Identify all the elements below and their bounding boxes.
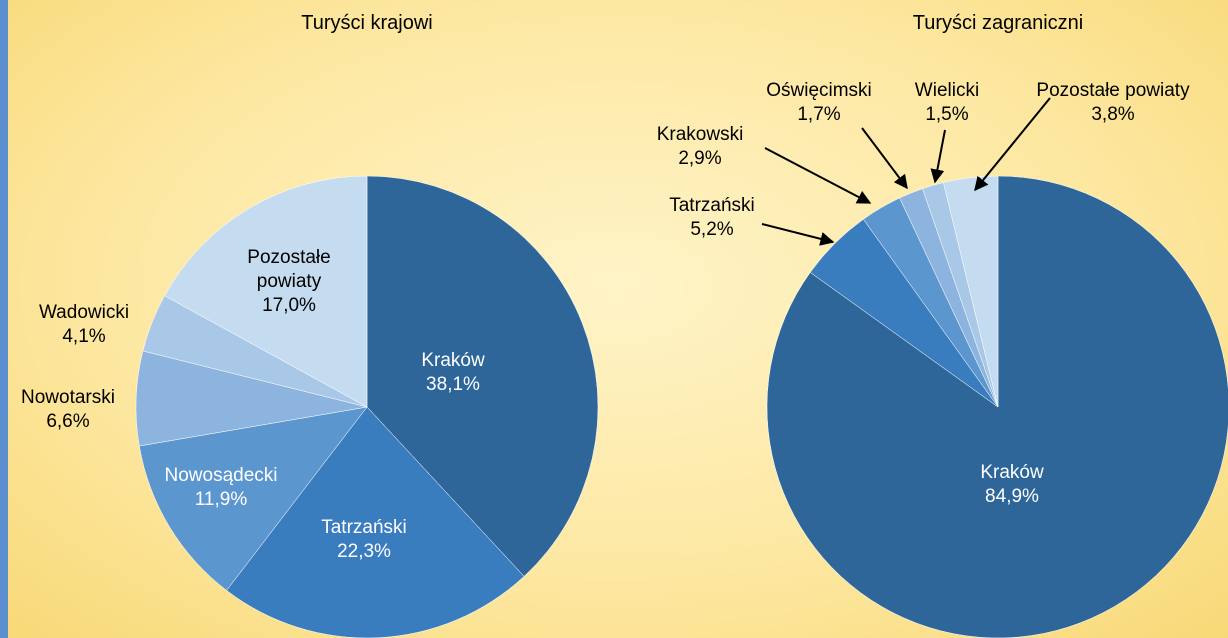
category-label: Wielicki — [914, 80, 980, 101]
category-label: Wadowicki — [38, 302, 130, 323]
leader-arrow — [930, 129, 946, 184]
chart-title: Turyści zagraniczni — [912, 12, 1084, 34]
value-label: 84,9% — [985, 486, 1039, 507]
slice-label: Pozostałe powiaty 3,8% — [1036, 79, 1189, 127]
value-label: 17,0% — [262, 295, 316, 316]
value-label: 6,6% — [46, 411, 90, 432]
category-label: Kraków — [980, 462, 1044, 483]
value-label: 2,9% — [678, 148, 722, 169]
slice-label: Wadowicki 4,1% — [39, 301, 129, 349]
value-label: 5,2% — [690, 219, 734, 240]
slice-label: Nowosądecki 11,9% — [165, 464, 278, 512]
slice-label: Wielicki 1,5% — [915, 79, 979, 127]
slice-label: Nowotarski 6,6% — [21, 386, 115, 434]
value-label: 4,1% — [62, 326, 106, 347]
pie-slice — [164, 175, 368, 408]
slice-label: Kraków 84,9% — [980, 461, 1043, 509]
slice-label: Oświęcimski 1,7% — [766, 79, 872, 127]
value-label: 22,3% — [337, 541, 391, 562]
value-label: 11,9% — [194, 489, 248, 510]
slice-label: Tatrzański 22,3% — [321, 516, 407, 564]
pie-slice — [139, 406, 368, 591]
category-label: Krakowski — [656, 124, 744, 145]
category-label: Kraków — [421, 350, 485, 371]
pie-slice — [766, 175, 1228, 638]
category-label: Oświęcimski — [766, 80, 872, 101]
value-label: 1,7% — [797, 104, 841, 125]
category-label: Pozostałe powiaty — [1036, 80, 1190, 101]
category-label: Pozostałe powiaty — [247, 247, 331, 292]
category-label: Nowotarski — [21, 387, 115, 408]
side-strip — [0, 0, 8, 638]
value-label: 1,5% — [925, 104, 969, 125]
value-label: 38,1% — [426, 374, 480, 395]
category-label: Tatrzański — [669, 195, 755, 216]
leader-arrow — [974, 97, 1051, 192]
value-label: 3,8% — [1091, 104, 1135, 125]
category-label: Nowosądecki — [164, 465, 278, 486]
slice-label: Pozostałe powiaty 17,0% — [234, 246, 344, 318]
slice-label: Krakowski 2,9% — [657, 123, 744, 171]
chart-title: Turyści krajowi — [301, 12, 433, 34]
leader-arrow — [764, 147, 872, 204]
leader-arrow — [761, 223, 835, 246]
slice-label: Kraków 38,1% — [421, 349, 484, 397]
pie-slice — [366, 175, 599, 577]
leader-arrow — [861, 127, 908, 190]
slice-label: Tatrzański 5,2% — [669, 194, 755, 242]
category-label: Tatrzański — [321, 517, 407, 538]
